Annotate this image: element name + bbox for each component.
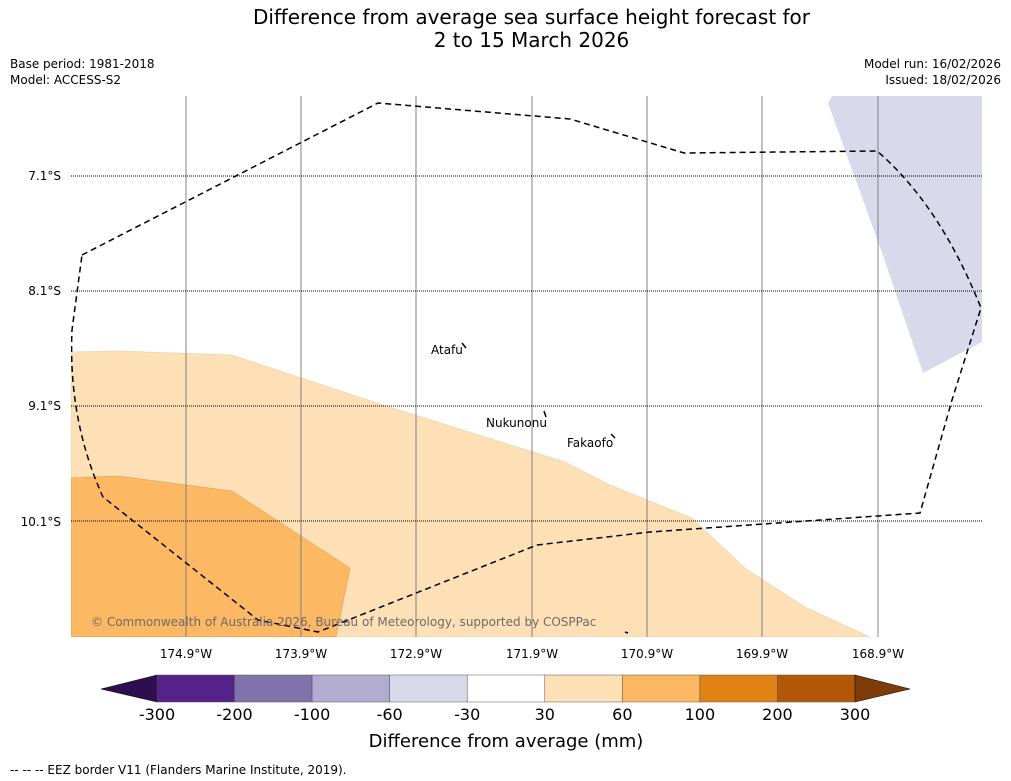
place-label-nukunonu: Nukunonu <box>486 416 547 430</box>
lat-label: 7.1°S <box>28 169 61 183</box>
lat-label: 10.1°S <box>21 515 61 529</box>
colorbar-tick-label: 300 <box>840 705 871 724</box>
chart-title: Difference from average sea surface heig… <box>0 6 1011 52</box>
place-label-fakaofo: Fakaofo <box>567 436 613 450</box>
colorbar-segment <box>622 674 701 703</box>
model-run-text: Model run: 16/02/2026 <box>863 57 1001 71</box>
small-island <box>624 631 629 634</box>
meta-right: Model run: 16/02/2026 Issued: 18/02/2026 <box>864 56 1001 88</box>
colorbar-tick-label: 30 <box>535 705 555 724</box>
colorbar-tick-label: -30 <box>454 705 480 724</box>
colorbar-segment <box>699 674 778 703</box>
colorbar-title: Difference from average (mm) <box>369 731 644 752</box>
lon-label: 174.9°W <box>160 647 212 661</box>
colorbar-segment <box>777 674 856 703</box>
copyright-notice: © Commonwealth of Australia 2026, Bureau… <box>91 615 596 629</box>
meta-left: Base period: 1981-2018 Model: ACCESS-S2 <box>10 56 155 88</box>
colorbar: -300 -200 -100 -60 -30 30 60 100 200 300 Differen… <box>100 674 911 752</box>
colorbar-left-extension <box>100 674 158 703</box>
eez-border <box>71 102 982 633</box>
nukunonu-atoll <box>543 410 547 418</box>
colorbar-right-extension <box>854 674 911 703</box>
colorbar-segment <box>234 674 313 703</box>
colorbar-segment <box>544 674 623 703</box>
lon-label: 170.9°W <box>621 647 673 661</box>
title-line-2: 2 to 15 March 2026 <box>433 28 630 52</box>
colorbar-tick-label: -300 <box>139 705 175 724</box>
anomaly-region-minus60-minus30 <box>828 96 982 373</box>
colorbar-segment <box>466 674 546 703</box>
longitude-labels: 174.9°W 173.9°W 172.9°W 171.9°W 170.9°W … <box>160 647 904 661</box>
colorbar-segment <box>156 674 235 703</box>
lon-label: 169.9°W <box>736 647 788 661</box>
latitude-labels: 7.1°S 8.1°S 9.1°S 10.1°S <box>21 169 61 529</box>
lat-label: 8.1°S <box>28 284 61 298</box>
fakaofo-atoll <box>610 433 616 439</box>
colorbar-segment <box>311 674 390 703</box>
colorbar-tick-label: 100 <box>685 705 716 724</box>
colorbar-segment <box>389 674 468 703</box>
map-area: Atafu Nukunonu Fakaofo © Commonwealth of… <box>71 96 982 637</box>
eez-footnote: -- -- -- EEZ border V11 (Flanders Marine… <box>10 763 347 777</box>
atafu-atoll <box>461 342 467 349</box>
islands <box>461 342 629 634</box>
lon-label: 172.9°W <box>390 647 442 661</box>
lat-label: 9.1°S <box>28 399 61 413</box>
colorbar-segments <box>156 674 856 703</box>
colorbar-tick-labels: -300 -200 -100 -60 -30 30 60 100 200 300 <box>139 705 870 724</box>
colorbar-tick-label: -200 <box>216 705 252 724</box>
colorbar-tick-label: 200 <box>762 705 793 724</box>
longitude-grid <box>185 96 879 637</box>
colorbar-tick-label: 60 <box>612 705 632 724</box>
colorbar-tick-label: -100 <box>294 705 330 724</box>
lon-label: 168.9°W <box>852 647 904 661</box>
base-period-text: Base period: 1981-2018 <box>10 57 155 71</box>
place-label-atafu: Atafu <box>431 343 463 357</box>
model-text: Model: ACCESS-S2 <box>10 73 122 87</box>
colorbar-tick-label: -60 <box>377 705 403 724</box>
lon-label: 173.9°W <box>275 647 327 661</box>
lon-label: 171.9°W <box>506 647 558 661</box>
issued-text: Issued: 18/02/2026 <box>885 73 1001 87</box>
anomaly-region-60-100 <box>71 475 351 637</box>
title-line-1: Difference from average sea surface heig… <box>252 5 811 29</box>
